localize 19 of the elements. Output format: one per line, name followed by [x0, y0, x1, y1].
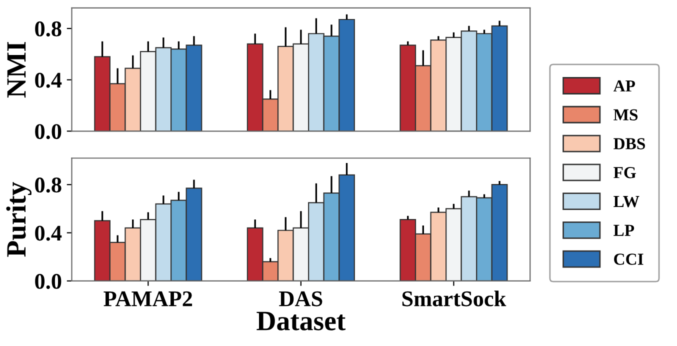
y-tick-label: 0.8: [35, 178, 62, 193]
y-tick-label: 0.8: [35, 21, 62, 37]
legend-label: DBS: [614, 138, 645, 150]
legend-label: FG: [614, 167, 636, 178]
y-axis-title: NMI: [7, 42, 26, 98]
x-axis-title: Dataset: [256, 312, 346, 330]
legend-label: MS: [614, 109, 638, 120]
y-tick-label: 0.4: [35, 72, 62, 88]
x-tick-label: SmartSock: [402, 290, 506, 306]
y-axis-title: Purity: [6, 182, 32, 257]
x-tick-label: PAMAP2: [104, 291, 192, 306]
legend-label: LP: [614, 224, 634, 236]
legend-label: LW: [614, 196, 640, 208]
legend-label: CCI: [614, 254, 644, 265]
y-tick-label: 0.0: [35, 124, 62, 140]
x-tick-label: DAS: [279, 291, 322, 306]
y-tick-label: 0.0: [35, 274, 62, 289]
y-tick-label: 0.4: [35, 226, 62, 241]
legend-label: AP: [613, 80, 636, 92]
